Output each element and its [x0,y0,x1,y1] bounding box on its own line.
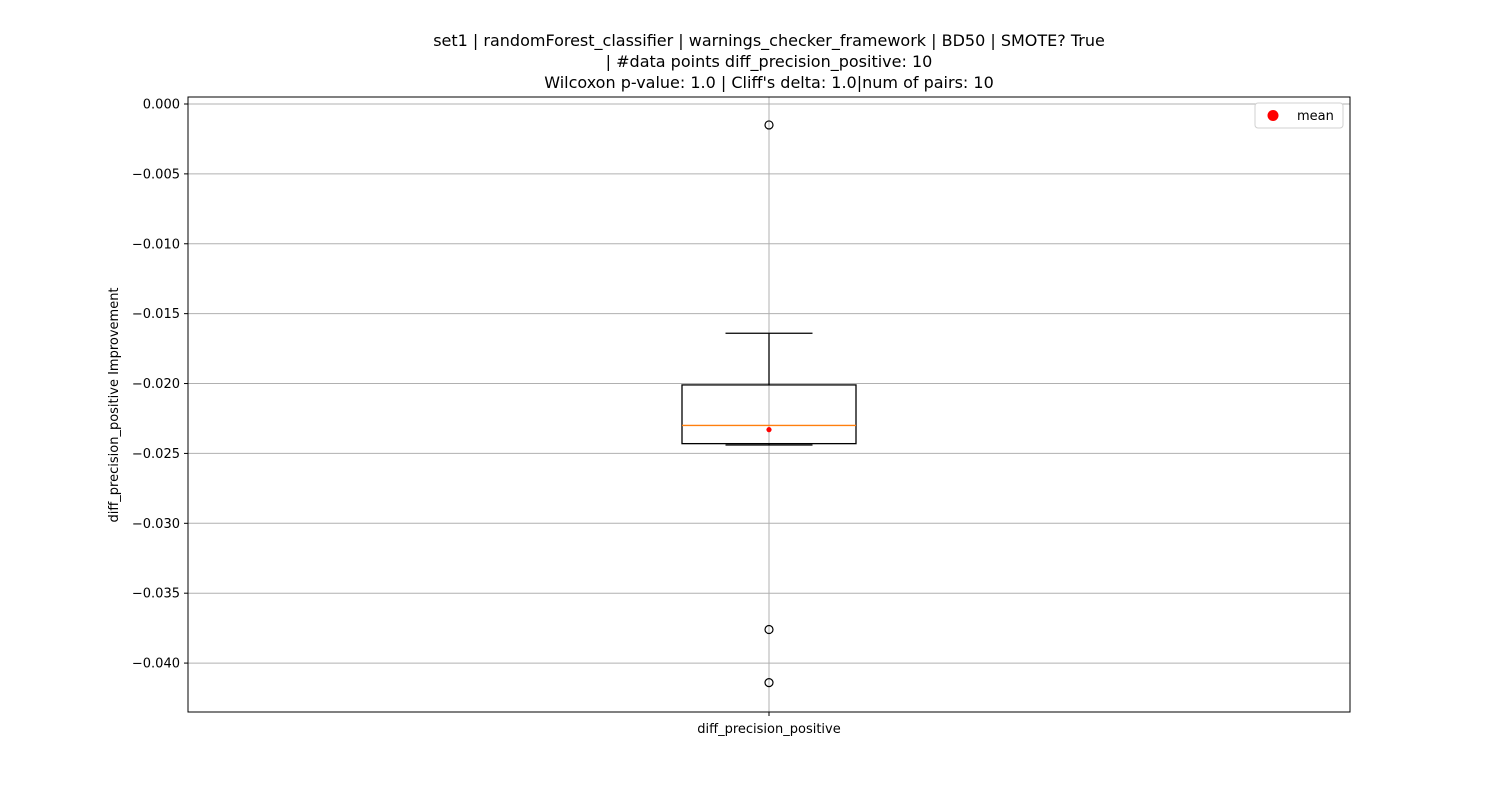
y-tick-label: −0.020 [132,377,180,392]
legend-mean-marker [1267,110,1279,121]
y-axis-ticks: 0.000 −0.005 −0.010 −0.015 −0.020 −0.025 −0.03… [132,97,188,672]
outlier-point [764,624,774,635]
y-tick-label: −0.025 [132,447,180,462]
y-tick-label: −0.010 [132,237,180,252]
y-tick-label: −0.005 [132,167,180,182]
outlier-point [764,678,774,688]
y-axis-label: diff_precision_positive Improvement [107,287,122,522]
y-tick-label: −0.015 [132,307,180,322]
legend-mean-label: mean [1297,109,1334,124]
x-axis-ticks: diff_precision_positive [697,712,841,737]
outlier-point [764,120,774,130]
y-tick-label: −0.040 [132,657,180,672]
chart-title-line-2: | #data points diff_precision_positive: … [606,52,933,72]
grid-lines [188,97,1350,712]
box-plot [681,120,857,688]
chart-title-line-1: set1 | randomForest_classifier | warning… [433,31,1105,51]
plot-frame [187,96,1351,713]
x-tick-label: diff_precision_positive [697,722,840,737]
y-tick-label: 0.000 [143,97,180,112]
chart-title-line-3: Wilcoxon p-value: 1.0 | Cliff's delta: 1… [544,73,994,92]
y-tick-label: −0.030 [132,517,180,532]
mean-marker [766,427,772,433]
iqr-box [681,384,857,445]
legend: mean [1254,102,1344,129]
legend-frame [1254,102,1344,129]
y-tick-label: −0.035 [132,587,180,602]
